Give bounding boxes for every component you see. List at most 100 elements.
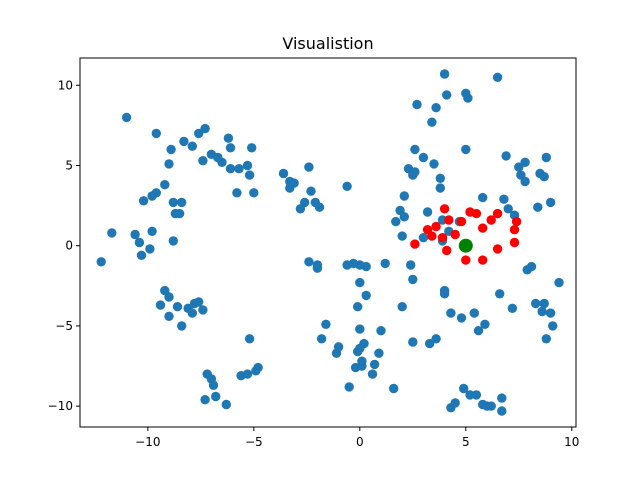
- scatter-point-s0-158: [520, 176, 530, 187]
- scatter-point-s0-166: [539, 298, 549, 309]
- scatter-point-s1-17: [492, 208, 503, 219]
- scatter-point-s1-5: [439, 204, 450, 214]
- scatter-point-s0-67: [306, 186, 316, 196]
- scatter-point-s0-47: [225, 164, 236, 174]
- scatter-point-s0-124: [439, 69, 450, 79]
- scatter-point-s1-6: [442, 245, 452, 256]
- scatter-point-s1-0: [410, 239, 420, 249]
- scatter-point-s0-96: [380, 258, 390, 269]
- scatter-point-s0-113: [418, 233, 429, 243]
- scatter-point-s0-51: [242, 369, 253, 379]
- scatter-point-s0-150: [497, 393, 507, 403]
- y-tick-label: 10: [58, 78, 73, 92]
- scatter-point-s0-121: [435, 173, 445, 183]
- scatter-point-s0-7: [145, 244, 155, 254]
- scatter-point-s0-106: [408, 274, 418, 285]
- scatter-point-s0-112: [418, 152, 429, 163]
- scatter-point-s0-17: [164, 159, 174, 169]
- scatter-point-s0-154: [507, 303, 518, 313]
- scatter-point-s0-52: [242, 160, 253, 171]
- scatter-point-s0-89: [359, 338, 369, 349]
- scatter-point-s0-16: [164, 292, 174, 302]
- scatter-point-s0-126: [439, 289, 450, 299]
- scatter-point-s0-139: [469, 308, 479, 318]
- scatter-point-s0-64: [300, 197, 310, 208]
- scatter-point-s0-11: [151, 188, 161, 198]
- scatter-point-s0-58: [253, 362, 263, 373]
- scatter-point-s0-45: [223, 133, 234, 143]
- scatter-point-s0-116: [427, 117, 437, 127]
- data-points: [96, 69, 564, 416]
- scatter-point-s1-4: [437, 233, 448, 243]
- scatter-point-s0-117: [429, 159, 439, 169]
- x-tick-label: 10: [564, 435, 579, 449]
- scatter-point-s0-65: [304, 162, 314, 172]
- scatter-point-s0-151: [499, 194, 509, 204]
- scatter-point-s0-127: [442, 90, 452, 100]
- y-tick-label: −10: [48, 399, 73, 413]
- scatter-point-s0-6: [138, 196, 149, 206]
- scatter-point-s0-32: [194, 128, 204, 139]
- scatter-point-s0-148: [495, 289, 505, 299]
- scatter-point-s0-3: [130, 229, 140, 240]
- scatter-point-s0-168: [541, 334, 551, 344]
- scatter-point-s0-44: [221, 399, 231, 410]
- scatter-point-s0-10: [151, 128, 161, 139]
- scatter-point-s0-169: [541, 152, 551, 163]
- scatter-point-s0-92: [367, 369, 378, 379]
- scatter-point-s0-133: [456, 313, 467, 323]
- scatter-point-s0-131: [450, 398, 460, 408]
- scatter-point-s1-13: [478, 255, 488, 265]
- scatter-point-s0-111: [412, 99, 422, 110]
- scatter-point-s0-48: [232, 188, 242, 198]
- scatter-point-s2-0: [458, 238, 473, 253]
- scatter-point-s0-93: [369, 359, 380, 370]
- scatter-point-s0-12: [155, 300, 166, 310]
- scatter-point-s0-83: [355, 277, 365, 288]
- scatter-point-s0-13: [160, 180, 170, 190]
- scatter-point-s0-36: [200, 395, 210, 405]
- x-tick-label: 5: [462, 435, 470, 449]
- scatter-point-s0-152: [501, 151, 511, 161]
- scatter-point-s0-146: [486, 401, 496, 411]
- scatter-point-s0-66: [304, 257, 314, 267]
- scatter-point-s0-34: [198, 156, 208, 166]
- scatter-point-s0-110: [410, 167, 420, 177]
- scatter-point-s0-97: [389, 383, 399, 394]
- scatter-point-s0-76: [342, 181, 352, 191]
- scatter-point-s0-163: [533, 202, 543, 212]
- scatter-point-s0-91: [361, 261, 371, 272]
- axis-ticks: −10 −5 0 5 10 −10 −5 0 5 10: [48, 78, 580, 449]
- scatter-point-s0-171: [545, 308, 556, 318]
- scatter-point-s0-53: [244, 334, 255, 344]
- scatter-point-s0-46: [225, 143, 236, 153]
- scatter-point-s0-167: [539, 172, 549, 182]
- scatter-point-s0-20: [168, 236, 178, 246]
- scatter-point-s0-149: [497, 406, 507, 416]
- y-tick-label: 5: [65, 158, 73, 172]
- scatter-point-s0-136: [461, 144, 471, 155]
- scatter-point-s0-115: [425, 338, 435, 349]
- scatter-point-s1-14: [478, 223, 488, 233]
- scatter-point-s0-153: [503, 204, 513, 214]
- scatter-point-s0-2: [121, 112, 132, 123]
- scatter-point-s0-134: [459, 383, 469, 394]
- scatter-point-s0-31: [194, 297, 204, 307]
- scatter-point-s1-16: [492, 244, 503, 254]
- x-tick-label: 0: [356, 435, 364, 449]
- scatter-point-s0-94: [374, 348, 384, 358]
- scatter-point-s0-137: [463, 93, 473, 103]
- scatter-point-s0-141: [473, 326, 484, 336]
- scatter-point-s0-40: [208, 380, 219, 390]
- scatter-point-s0-88: [357, 361, 367, 371]
- scatter-point-s1-8: [450, 229, 460, 240]
- scatter-point-s0-165: [537, 306, 547, 317]
- scatter-point-s0-161: [526, 261, 537, 272]
- scatter-point-s0-28: [187, 141, 197, 151]
- scatter-point-s0-118: [431, 334, 441, 344]
- scatter-point-s0-170: [545, 197, 556, 208]
- scatter-point-s0-73: [321, 319, 331, 329]
- chart-title: Visualistion: [282, 34, 373, 53]
- scatter-point-s1-19: [509, 225, 520, 235]
- scatter-point-s0-120: [435, 183, 445, 193]
